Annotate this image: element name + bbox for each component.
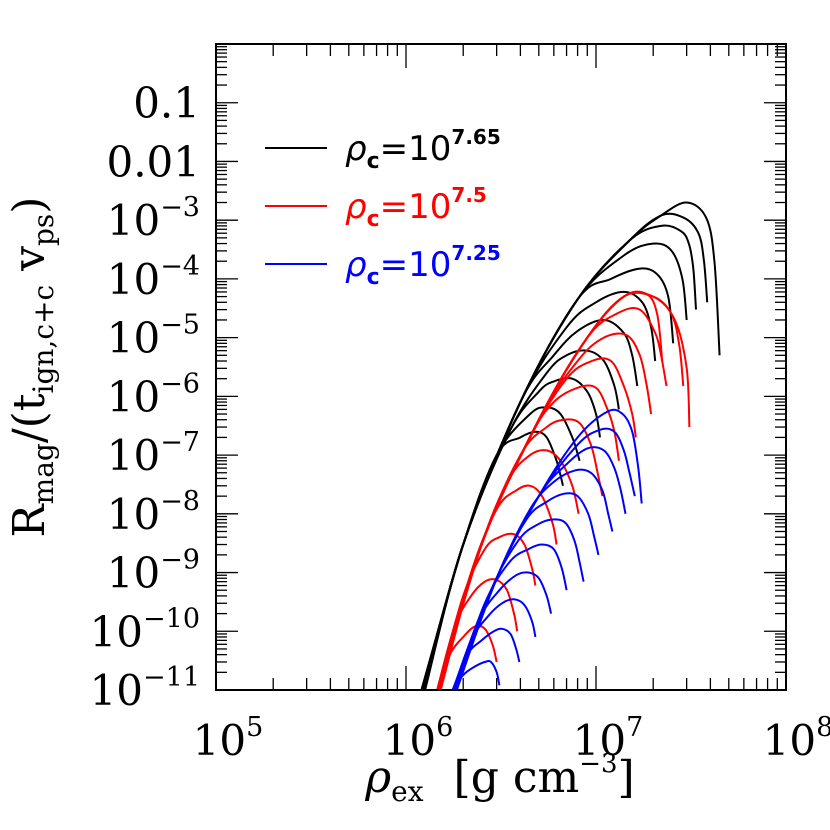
- series-line: [453, 543, 568, 690]
- x-tick-label: 106: [383, 712, 454, 765]
- x-tick-labels: 105 106 107 108: [193, 712, 830, 765]
- series-line: [438, 290, 664, 690]
- series-line: [437, 332, 653, 690]
- series-group: [451, 408, 643, 690]
- series-line: [453, 518, 585, 690]
- legend-label: ρc=107.25: [345, 241, 501, 290]
- legend-label: ρc=107.5: [345, 183, 487, 232]
- y-tick-label: 10−11: [90, 662, 200, 715]
- series-line: [451, 660, 501, 690]
- y-tick-label: 10−4: [107, 251, 200, 304]
- series-line: [455, 427, 636, 690]
- series-line: [436, 532, 537, 690]
- series-line: [436, 578, 519, 690]
- series-line: [422, 224, 697, 690]
- tick-marks: [215, 44, 786, 691]
- series-layer: [420, 201, 721, 690]
- y-tick-label: 10−6: [107, 368, 200, 421]
- x-tick-label: 107: [573, 712, 644, 765]
- plot-frame: [215, 43, 787, 691]
- y-tick-label: 10−5: [107, 310, 200, 363]
- y-tick-label: 10−7: [107, 427, 200, 480]
- series-line: [436, 449, 580, 690]
- series-group: [420, 201, 721, 690]
- series-group: [436, 290, 691, 690]
- y-tick-labels: 0.1 0.01 10−3 10−4 10−510−6 10−7 10−8 10−910−10…: [90, 79, 200, 715]
- y-tick-label: 10−3: [107, 192, 200, 245]
- y-tick-label: 0.1: [133, 79, 200, 128]
- x-axis-label: ρex [g cm−3]: [364, 749, 634, 808]
- y-axis-label: Rmag/(tign,c+c vps): [4, 197, 60, 538]
- y-tick-label: 10−9: [107, 545, 200, 598]
- legend-label: ρc=107.65: [345, 125, 501, 174]
- series-line: [424, 201, 721, 690]
- series-line: [452, 571, 553, 690]
- series-line: [451, 627, 521, 690]
- series-line: [452, 598, 537, 690]
- series-line: [454, 492, 600, 690]
- y-tick-label: 0.01: [106, 137, 200, 186]
- x-tick-label: 108: [763, 712, 830, 765]
- y-tick-label: 10−8: [107, 486, 200, 539]
- y-tick-label: 10−10: [90, 603, 200, 656]
- legend: ρc=107.65 ρc=107.5 ρc=107.25: [265, 125, 501, 290]
- series-line: [436, 624, 498, 690]
- x-tick-label: 105: [193, 712, 264, 765]
